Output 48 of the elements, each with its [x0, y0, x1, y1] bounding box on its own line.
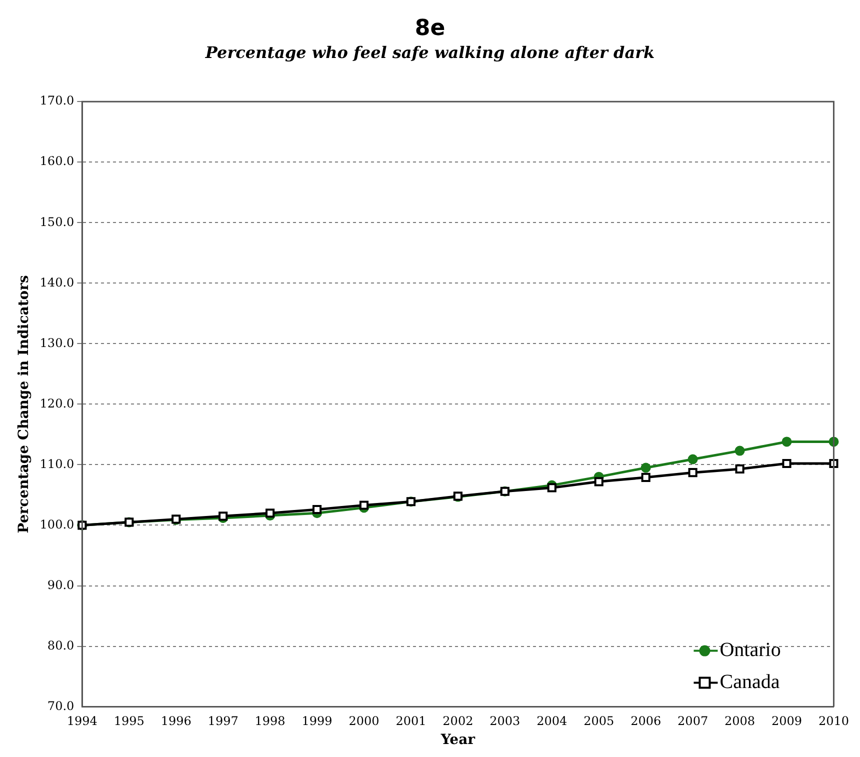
y-tick-label: 150.0: [40, 214, 74, 229]
x-tick-label: 2002: [442, 714, 474, 728]
y-tick-label: 100.0: [40, 517, 74, 532]
x-axis-title: Year: [440, 732, 476, 748]
x-tick-label: 2005: [584, 714, 614, 728]
x-tick-label: 1997: [208, 714, 238, 728]
legend-label: Canada: [720, 671, 780, 694]
x-tick-label: 2000: [348, 714, 380, 728]
x-tick-label: 2008: [724, 714, 756, 728]
point: [641, 472, 650, 482]
point: [782, 458, 792, 468]
legend-label: Ontario: [720, 639, 781, 662]
chart-title: 8e: [414, 16, 446, 41]
point: [547, 483, 556, 492]
y-tick-label: 70.0: [47, 698, 74, 713]
x-tick-label: 2003: [490, 714, 520, 728]
point: [688, 454, 698, 464]
y-tick-label: 160.0: [40, 154, 74, 168]
point: [359, 500, 369, 510]
x-tick-label: 2009: [771, 714, 802, 728]
x-tick-label: 2001: [396, 714, 426, 728]
point: [594, 477, 604, 486]
chart-subtitle: Percentage who feel safe walking alone after dark: [204, 43, 655, 62]
point: [688, 468, 698, 478]
y-tick-label: 170.0: [40, 94, 74, 108]
point: [640, 462, 651, 473]
y-tick-label: 90.0: [47, 578, 74, 592]
x-tick-label: 1994: [66, 714, 98, 728]
x-tick-label: 2007: [678, 714, 708, 728]
point: [734, 446, 745, 456]
y-axis-title: Percentage Change in Indicators: [16, 275, 32, 534]
x-tick-label: 1996: [160, 714, 192, 728]
y-tick-label: 140.0: [40, 275, 74, 290]
point: [782, 436, 792, 447]
x-tick-label: 2010: [818, 714, 850, 728]
y-tick-label: 110.0: [40, 456, 74, 471]
y-tick-label: 130.0: [40, 336, 74, 350]
x-tick-label: 1995: [114, 714, 144, 728]
point: [266, 508, 275, 518]
point: [312, 504, 322, 514]
x-tick-label: 2004: [536, 714, 568, 728]
x-tick-label: 2006: [630, 714, 662, 728]
point: [829, 458, 838, 468]
x-tick-label: 1998: [254, 714, 286, 728]
point: [735, 464, 744, 474]
y-tick-label: 80.0: [47, 638, 74, 652]
x-tick-label: 1999: [302, 714, 332, 728]
y-tick-label: 120.0: [40, 396, 74, 410]
